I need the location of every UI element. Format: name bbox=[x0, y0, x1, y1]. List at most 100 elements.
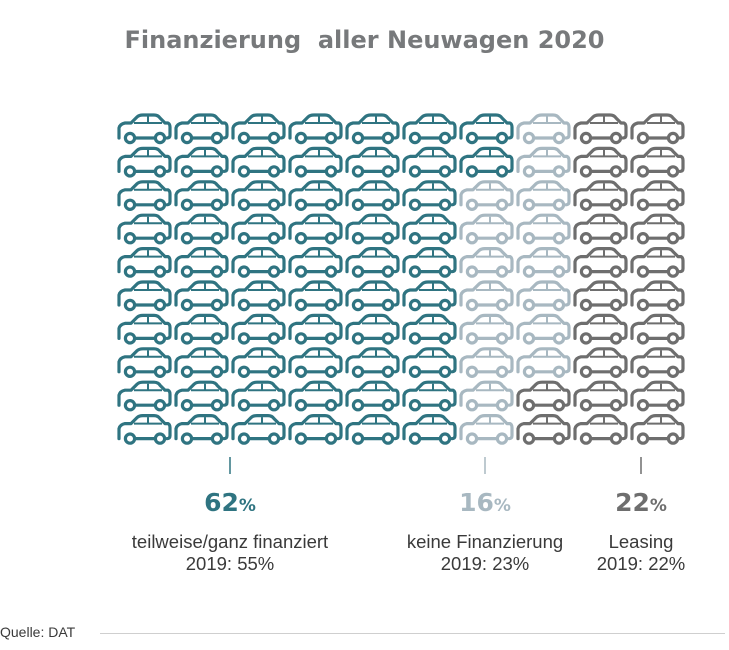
car-icon bbox=[516, 414, 571, 445]
car-icon bbox=[459, 347, 514, 378]
chart-title: Finanzierung aller Neuwagen 2020 bbox=[124, 26, 605, 54]
car-icon bbox=[459, 180, 514, 211]
car-icon bbox=[459, 247, 514, 278]
category-previous-1: 2019: 55% bbox=[186, 553, 274, 574]
car-icon bbox=[174, 380, 229, 412]
car-icon bbox=[117, 380, 172, 412]
car-icon bbox=[573, 113, 628, 145]
car-icon bbox=[231, 213, 286, 245]
footer-divider bbox=[100, 633, 725, 634]
car-icon bbox=[345, 247, 400, 278]
car-icon bbox=[516, 213, 571, 245]
car-icon bbox=[630, 146, 685, 178]
car-icon bbox=[516, 347, 571, 378]
car-icon bbox=[174, 280, 229, 312]
car-icon bbox=[573, 247, 628, 278]
car-icon bbox=[117, 313, 172, 345]
car-icon bbox=[630, 113, 685, 145]
car-icon bbox=[573, 414, 628, 445]
car-icon bbox=[288, 313, 343, 345]
car-icon bbox=[516, 247, 571, 278]
car-icon bbox=[231, 414, 286, 445]
car-icon bbox=[288, 213, 343, 245]
car-icon bbox=[516, 380, 571, 412]
car-icon bbox=[174, 347, 229, 378]
car-icon bbox=[516, 180, 571, 211]
car-icon bbox=[117, 180, 172, 211]
car-icon bbox=[402, 347, 457, 378]
car-icon bbox=[630, 213, 685, 245]
car-icon bbox=[345, 347, 400, 378]
car-icon bbox=[345, 213, 400, 245]
car-icon bbox=[231, 347, 286, 378]
category-marker-1: 62% teilweise/ganz finanziert 2019: 55% bbox=[132, 457, 328, 574]
category-label-3: Leasing bbox=[609, 531, 674, 552]
car-icon bbox=[231, 280, 286, 312]
car-icon bbox=[288, 347, 343, 378]
car-icon bbox=[516, 280, 571, 312]
car-icon bbox=[288, 414, 343, 445]
car-icon bbox=[402, 180, 457, 211]
car-icon bbox=[459, 313, 514, 345]
car-icon bbox=[231, 113, 286, 145]
car-icon bbox=[288, 247, 343, 278]
car-icon bbox=[174, 414, 229, 445]
car-icon bbox=[459, 113, 514, 145]
car-icon bbox=[174, 146, 229, 178]
car-icon bbox=[459, 146, 514, 178]
car-icon bbox=[117, 146, 172, 178]
car-icon bbox=[402, 247, 457, 278]
car-icon bbox=[231, 146, 286, 178]
car-icon bbox=[516, 146, 571, 178]
car-icon bbox=[573, 280, 628, 312]
car-icon bbox=[630, 280, 685, 312]
car-icon bbox=[117, 113, 172, 145]
car-icon bbox=[174, 213, 229, 245]
category-label-1: teilweise/ganz finanziert bbox=[132, 531, 328, 552]
car-icon bbox=[117, 247, 172, 278]
car-icon bbox=[630, 313, 685, 345]
category-label-2: keine Finanzierung bbox=[407, 531, 563, 552]
category-value-3: 22% bbox=[615, 488, 667, 517]
car-icon bbox=[345, 313, 400, 345]
pictogram-chart: 62% teilweise/ganz finanziert 2019: 55% … bbox=[117, 113, 685, 574]
car-icon bbox=[402, 146, 457, 178]
car-icon bbox=[345, 380, 400, 412]
car-icon bbox=[573, 347, 628, 378]
car-icon bbox=[174, 180, 229, 211]
car-icon-grid bbox=[117, 113, 685, 445]
car-icon bbox=[402, 380, 457, 412]
car-icon bbox=[288, 280, 343, 312]
car-icon bbox=[117, 213, 172, 245]
car-icon bbox=[516, 113, 571, 145]
car-icon bbox=[630, 414, 685, 445]
car-icon bbox=[459, 280, 514, 312]
car-icon bbox=[402, 280, 457, 312]
car-icon bbox=[459, 414, 514, 445]
car-icon bbox=[288, 146, 343, 178]
car-icon bbox=[231, 180, 286, 211]
car-icon bbox=[573, 313, 628, 345]
car-icon bbox=[174, 247, 229, 278]
car-icon bbox=[345, 180, 400, 211]
car-icon bbox=[231, 247, 286, 278]
car-icon bbox=[345, 113, 400, 145]
car-icon bbox=[402, 213, 457, 245]
car-icon bbox=[459, 380, 514, 412]
category-previous-3: 2019: 22% bbox=[597, 553, 685, 574]
car-icon bbox=[630, 347, 685, 378]
car-icon bbox=[345, 414, 400, 445]
car-icon bbox=[174, 313, 229, 345]
car-icon bbox=[117, 280, 172, 312]
car-icon bbox=[630, 247, 685, 278]
car-icon bbox=[288, 113, 343, 145]
category-value-1: 62% bbox=[204, 488, 256, 517]
car-icon bbox=[459, 213, 514, 245]
car-icon bbox=[573, 180, 628, 211]
category-marker-2: 16% keine Finanzierung 2019: 23% bbox=[407, 457, 563, 574]
category-previous-2: 2019: 23% bbox=[441, 553, 529, 574]
source-note: Quelle: DAT bbox=[0, 624, 76, 640]
car-icon bbox=[402, 113, 457, 145]
car-icon bbox=[516, 313, 571, 345]
car-icon bbox=[174, 113, 229, 145]
